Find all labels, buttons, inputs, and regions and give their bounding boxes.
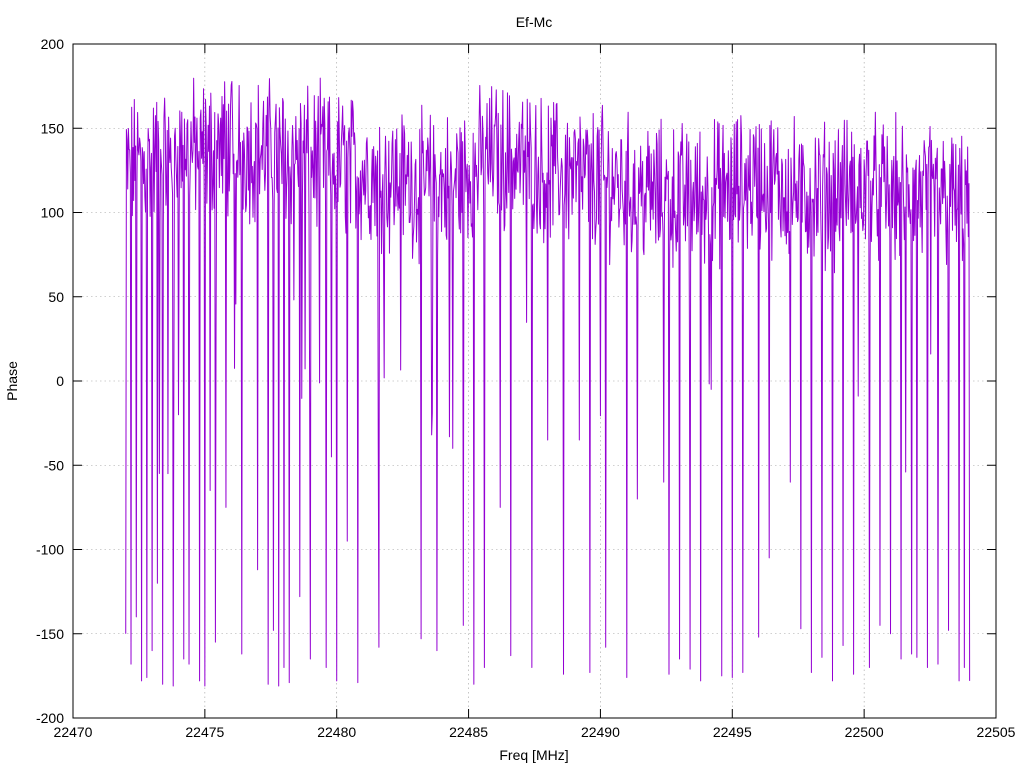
series-layer <box>125 77 971 687</box>
x-tick-label: 22480 <box>317 724 356 740</box>
y-tick-label: 150 <box>41 120 65 136</box>
y-tick-label: 0 <box>56 373 64 389</box>
x-tick-label: 22495 <box>713 724 752 740</box>
y-tick-label: 50 <box>48 289 64 305</box>
x-tick-label: 22505 <box>977 724 1016 740</box>
phase-series-line <box>125 77 971 687</box>
x-tick-label: 22490 <box>581 724 620 740</box>
y-tick-label: 100 <box>41 205 65 221</box>
axis-ticks: 22470 22475 22480 22485 22490 22495 22500 22505… <box>36 36 1016 740</box>
chart-title: Ef-Mc <box>516 14 553 30</box>
y-tick-label: -50 <box>44 457 64 473</box>
y-tick-label: -100 <box>36 542 64 558</box>
x-tick-label: 22500 <box>845 724 884 740</box>
y-tick-label: 200 <box>41 36 65 52</box>
y-axis-title: Phase <box>4 361 20 401</box>
x-axis-title: Freq [MHz] <box>499 747 568 763</box>
y-tick-label: -150 <box>36 626 64 642</box>
x-tick-label: 22485 <box>449 724 488 740</box>
x-tick-label: 22475 <box>185 724 224 740</box>
y-tick-label: -200 <box>36 710 64 726</box>
x-tick-label: 22470 <box>54 724 93 740</box>
